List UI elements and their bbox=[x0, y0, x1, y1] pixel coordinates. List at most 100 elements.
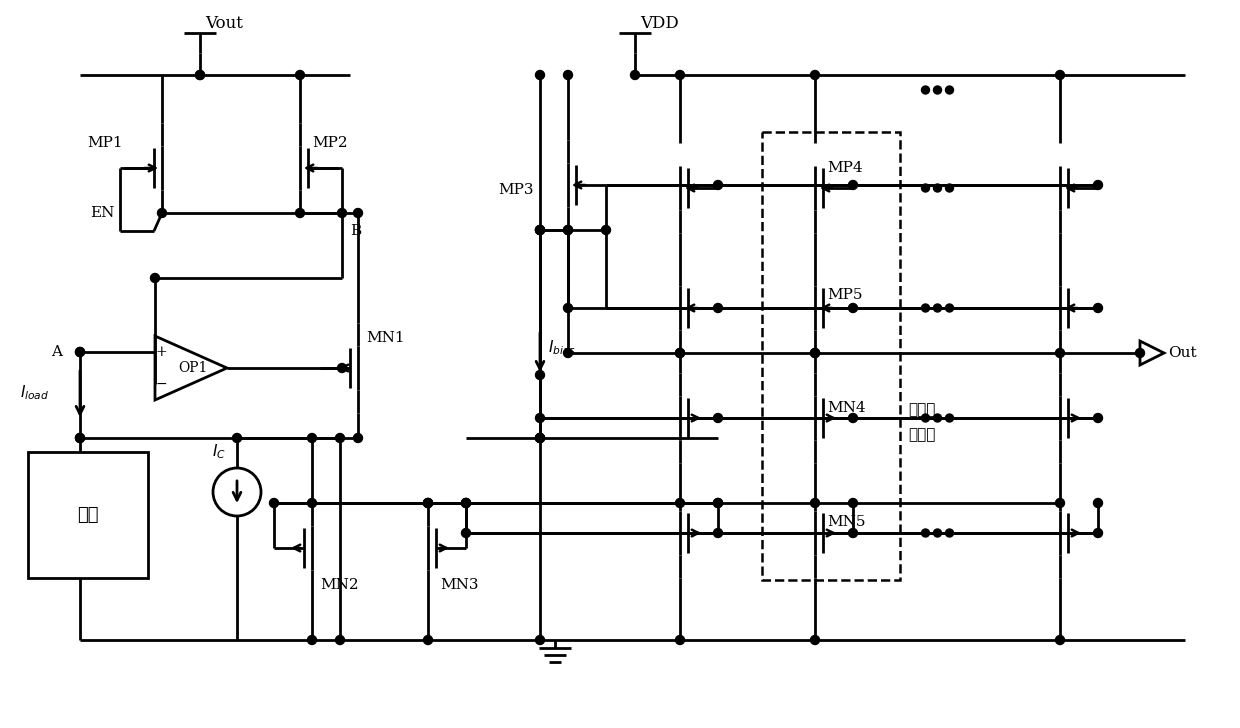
Text: $I_C$: $I_C$ bbox=[212, 443, 226, 462]
Text: MP5: MP5 bbox=[827, 288, 863, 302]
Circle shape bbox=[536, 433, 544, 443]
Circle shape bbox=[1055, 636, 1064, 644]
Circle shape bbox=[536, 71, 544, 79]
Circle shape bbox=[676, 71, 684, 79]
Circle shape bbox=[934, 304, 941, 312]
Circle shape bbox=[713, 304, 723, 312]
Circle shape bbox=[713, 499, 723, 507]
Circle shape bbox=[921, 529, 930, 537]
Circle shape bbox=[536, 433, 544, 443]
Circle shape bbox=[76, 433, 84, 443]
Circle shape bbox=[337, 363, 346, 373]
Circle shape bbox=[713, 181, 723, 189]
Circle shape bbox=[295, 208, 305, 218]
Circle shape bbox=[269, 499, 279, 507]
Text: 负载: 负载 bbox=[77, 506, 99, 524]
Circle shape bbox=[676, 349, 684, 357]
Circle shape bbox=[353, 433, 362, 443]
Circle shape bbox=[601, 226, 610, 234]
Text: MP3: MP3 bbox=[498, 183, 533, 197]
Circle shape bbox=[945, 304, 954, 312]
Circle shape bbox=[308, 636, 316, 644]
Circle shape bbox=[811, 499, 820, 507]
Circle shape bbox=[337, 208, 346, 218]
Circle shape bbox=[934, 184, 941, 192]
Circle shape bbox=[563, 71, 573, 79]
Circle shape bbox=[676, 636, 684, 644]
Circle shape bbox=[1055, 499, 1064, 507]
Circle shape bbox=[76, 347, 84, 357]
Circle shape bbox=[921, 414, 930, 422]
Circle shape bbox=[676, 349, 684, 357]
Text: MP1: MP1 bbox=[87, 136, 123, 150]
Circle shape bbox=[196, 71, 205, 79]
Circle shape bbox=[196, 71, 205, 79]
Circle shape bbox=[921, 304, 930, 312]
Circle shape bbox=[461, 499, 470, 507]
Circle shape bbox=[563, 226, 573, 234]
Circle shape bbox=[336, 636, 345, 644]
Circle shape bbox=[157, 208, 166, 218]
Circle shape bbox=[150, 274, 160, 282]
Circle shape bbox=[461, 499, 470, 507]
Text: 迟单元: 迟单元 bbox=[908, 428, 935, 442]
Circle shape bbox=[848, 304, 858, 312]
Circle shape bbox=[811, 71, 820, 79]
Circle shape bbox=[536, 371, 544, 379]
Circle shape bbox=[713, 529, 723, 537]
Circle shape bbox=[536, 226, 544, 234]
Circle shape bbox=[424, 636, 433, 644]
Circle shape bbox=[536, 226, 544, 234]
Bar bbox=[763, 132, 900, 580]
Circle shape bbox=[934, 529, 941, 537]
Text: +: + bbox=[155, 345, 167, 359]
Circle shape bbox=[848, 499, 858, 507]
Circle shape bbox=[1094, 304, 1102, 312]
Circle shape bbox=[76, 433, 84, 443]
Circle shape bbox=[630, 71, 640, 79]
Circle shape bbox=[336, 433, 345, 443]
Circle shape bbox=[424, 499, 433, 507]
Text: B: B bbox=[350, 224, 361, 238]
Circle shape bbox=[811, 636, 820, 644]
Circle shape bbox=[848, 414, 858, 422]
Circle shape bbox=[563, 349, 573, 357]
Circle shape bbox=[945, 184, 954, 192]
Text: MN5: MN5 bbox=[827, 515, 866, 529]
Circle shape bbox=[1055, 71, 1064, 79]
Circle shape bbox=[461, 499, 470, 507]
Circle shape bbox=[1094, 414, 1102, 422]
Circle shape bbox=[536, 433, 544, 443]
Circle shape bbox=[563, 304, 573, 312]
Text: MN1: MN1 bbox=[366, 331, 404, 345]
Circle shape bbox=[934, 86, 941, 94]
Circle shape bbox=[848, 529, 858, 537]
Text: MN4: MN4 bbox=[827, 401, 866, 415]
Text: MN2: MN2 bbox=[320, 578, 358, 592]
Circle shape bbox=[295, 71, 305, 79]
Circle shape bbox=[353, 208, 362, 218]
Text: OP1: OP1 bbox=[179, 361, 207, 375]
Circle shape bbox=[945, 86, 954, 94]
Text: Out: Out bbox=[1168, 346, 1197, 360]
Text: MP2: MP2 bbox=[312, 136, 347, 150]
Text: −: − bbox=[155, 377, 167, 391]
Circle shape bbox=[811, 349, 820, 357]
Circle shape bbox=[945, 529, 954, 537]
Circle shape bbox=[424, 499, 433, 507]
Text: $I_{load}$: $I_{load}$ bbox=[20, 384, 50, 403]
Circle shape bbox=[945, 414, 954, 422]
Text: MP4: MP4 bbox=[827, 161, 863, 175]
Circle shape bbox=[233, 433, 242, 443]
Text: $I_{bias}$: $I_{bias}$ bbox=[548, 339, 577, 357]
Circle shape bbox=[563, 226, 573, 234]
Circle shape bbox=[536, 414, 544, 422]
Circle shape bbox=[1094, 181, 1102, 189]
Text: MN3: MN3 bbox=[440, 578, 479, 592]
Bar bbox=[29, 452, 148, 578]
Text: A: A bbox=[51, 345, 62, 359]
Circle shape bbox=[921, 86, 930, 94]
Text: 流控延: 流控延 bbox=[908, 403, 935, 417]
Circle shape bbox=[848, 181, 858, 189]
Circle shape bbox=[308, 499, 316, 507]
